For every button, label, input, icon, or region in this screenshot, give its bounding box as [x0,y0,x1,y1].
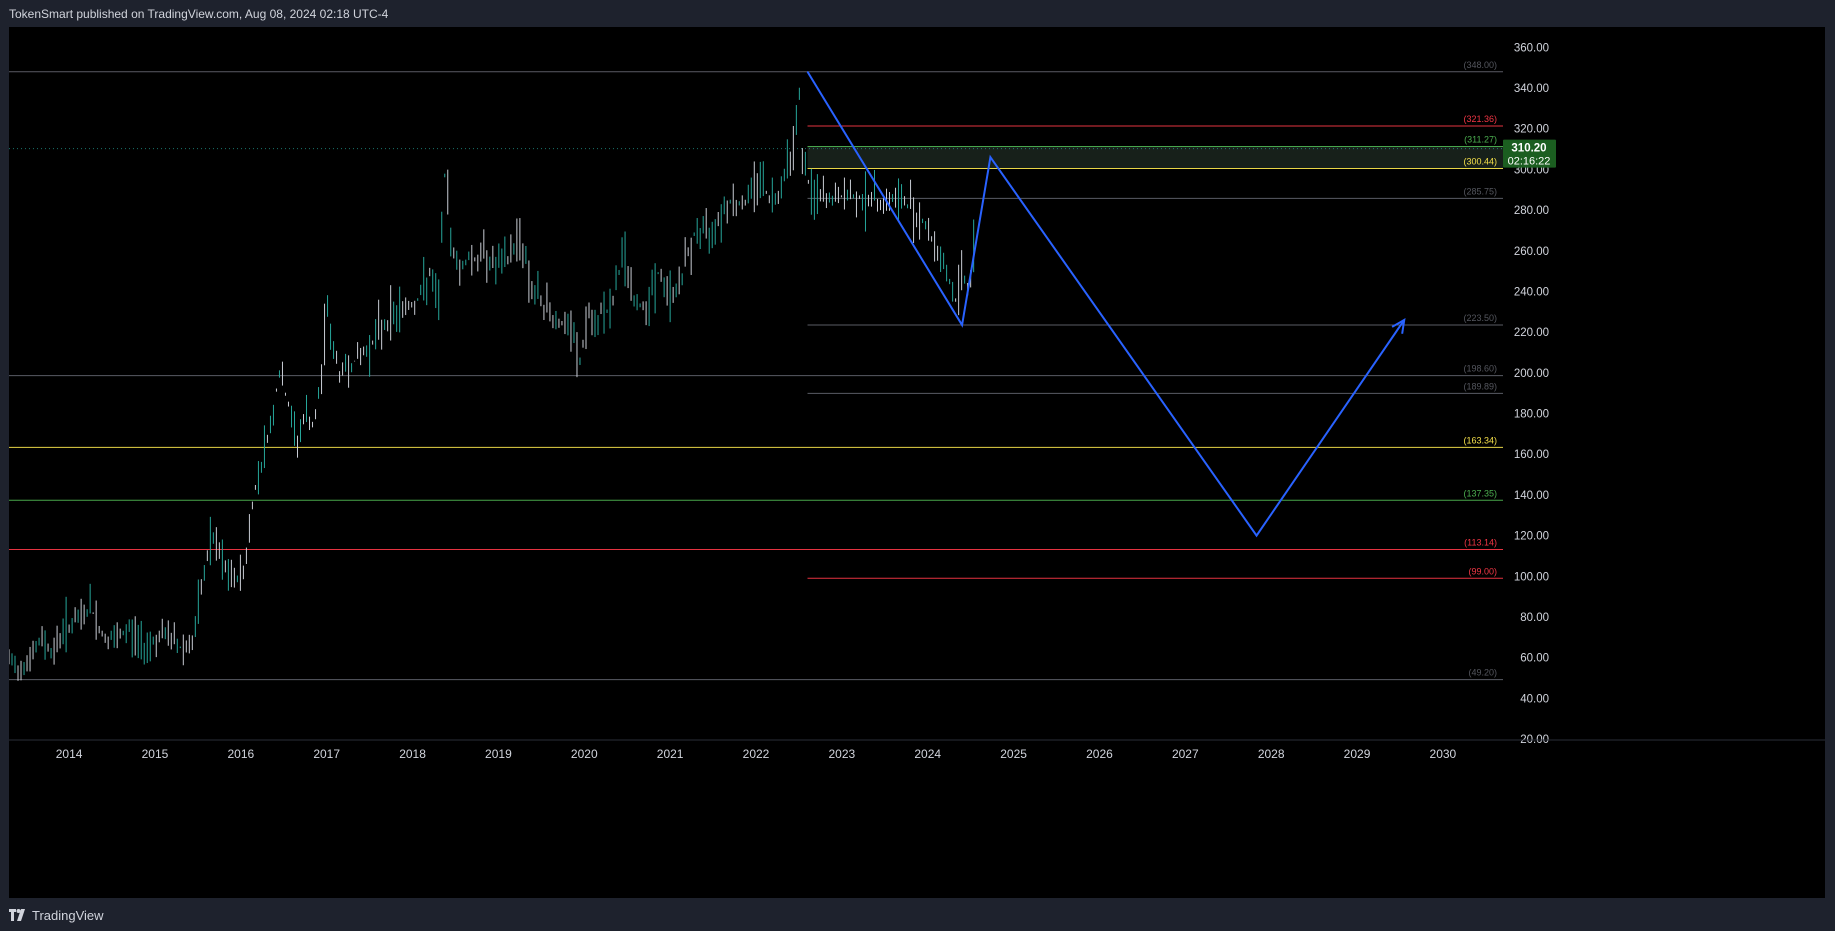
y-tick-label: 220.00 [1514,327,1549,339]
y-tick-label: 320.00 [1514,124,1549,136]
x-tick-label: 2018 [399,747,426,761]
projection-arrow-head [1391,318,1406,334]
projection-point [1256,535,1258,537]
level-label: (300.44) [1463,157,1497,167]
y-tick-label: 200.00 [1514,368,1549,380]
y-tick-label: 260.00 [1514,246,1549,258]
header-bar: TokenSmart published on TradingView.com,… [0,0,1835,28]
level-label: (163.34) [1463,435,1497,445]
level-label: (49.20) [1468,668,1497,678]
x-tick-label: 2019 [485,747,512,761]
y-tick-label: 60.00 [1520,653,1549,665]
x-tick-label: 2017 [313,747,340,761]
level-label: (137.35) [1463,488,1497,498]
chart-area[interactable]: (348.00) (321.36) (311.27) (300.44) (285.75)… [9,27,1825,898]
tradingview-brand-label: TradingView [32,907,104,923]
last-price-badge [1503,139,1556,168]
level-label: (223.50) [1463,313,1497,323]
x-tick-label: 2027 [1172,747,1199,761]
x-tick-label: 2020 [571,747,598,761]
last-price-countdown: 02:16:22 [1508,156,1551,168]
level-label: (189.89) [1463,381,1497,391]
projection-point [989,156,991,158]
tradingview-brand[interactable]: TradingView [9,906,104,924]
x-tick-label: 2026 [1086,747,1113,761]
y-tick-label: 180.00 [1514,409,1549,421]
publisher-info: TokenSmart published on TradingView.com,… [9,7,389,21]
y-tick-label: 280.00 [1514,205,1549,217]
y-tick-label: 100.00 [1514,571,1549,583]
x-tick-label: 2015 [142,747,169,761]
y-tick-label: 140.00 [1514,490,1549,502]
level-label: (348.00) [1463,60,1497,70]
x-tick-label: 2023 [829,747,856,761]
y-tick-label: 340.00 [1514,83,1549,95]
x-tick-label: 2022 [743,747,770,761]
x-tick-label: 2029 [1344,747,1371,761]
level-label: (311.27) [1464,134,1497,144]
y-tick-label: 40.00 [1520,693,1549,705]
chart-svg[interactable]: (348.00) (321.36) (311.27) (300.44) (285.75)… [9,27,1825,898]
x-tick-label: 2024 [914,747,941,761]
x-tick-label: 2028 [1258,747,1285,761]
resistance-zone [807,146,1503,169]
y-tick-label: 120.00 [1514,531,1549,543]
projection-point [961,324,963,326]
tradingview-logo-icon [9,909,25,921]
projection-path[interactable] [806,71,1406,538]
price-axis[interactable] [1503,27,1825,898]
level-label: (321.36) [1463,114,1497,124]
y-tick-label: 80.00 [1520,612,1549,624]
level-label: (198.60) [1463,364,1497,374]
x-tick-label: 2016 [227,747,254,761]
level-label: (113.14) [1464,538,1497,548]
footer-bar [0,899,1835,931]
y-tick-label: 360.00 [1514,42,1549,54]
x-tick-label: 2014 [56,747,83,761]
level-label: (285.75) [1463,186,1497,196]
last-price-value: 310.20 [1511,143,1546,155]
x-tick-label: 2025 [1000,747,1027,761]
y-tick-label: 240.00 [1514,286,1549,298]
x-tick-label: 2021 [657,747,684,761]
projection-point [807,71,809,73]
y-tick-label: 160.00 [1514,449,1549,461]
x-tick-label: 2030 [1430,747,1457,761]
level-label: (99.00) [1468,566,1497,576]
